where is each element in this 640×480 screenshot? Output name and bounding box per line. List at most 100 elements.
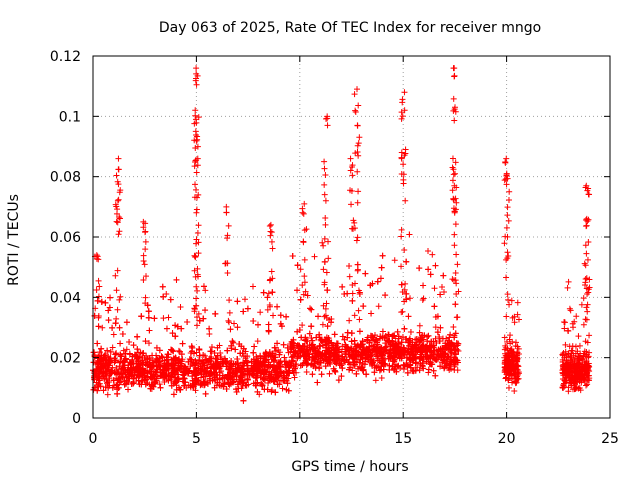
data-point: [167, 296, 174, 303]
data-point: [395, 340, 402, 347]
data-point: [396, 355, 403, 362]
data-point: [401, 325, 408, 332]
data-point: [352, 347, 359, 354]
data-point: [233, 389, 240, 396]
data-point: [159, 354, 166, 361]
data-point: [107, 370, 114, 377]
data-point: [451, 334, 458, 341]
data-point: [515, 345, 522, 352]
data-point: [123, 319, 130, 326]
data-point: [566, 343, 573, 350]
data-point: [257, 309, 264, 316]
data-point: [437, 291, 444, 298]
data-point: [208, 361, 215, 368]
data-point: [263, 369, 270, 376]
data-point: [319, 342, 326, 349]
data-point: [374, 278, 381, 285]
data-point: [218, 382, 225, 389]
data-point: [406, 337, 413, 344]
data-point: [104, 391, 111, 398]
data-point: [353, 351, 360, 358]
data-point: [101, 354, 108, 361]
data-point: [431, 303, 438, 310]
data-point: [316, 350, 323, 357]
data-point: [250, 363, 257, 370]
data-point: [321, 258, 328, 265]
data-point: [401, 351, 408, 358]
data-point: [188, 356, 195, 363]
data-point: [317, 336, 324, 343]
data-point: [185, 358, 192, 365]
data-point: [283, 313, 290, 320]
data-point: [399, 334, 406, 341]
data-point: [452, 359, 459, 366]
data-point: [133, 364, 140, 371]
data-point: [363, 347, 370, 354]
data-point: [184, 319, 191, 326]
data-point: [117, 359, 124, 366]
data-point: [177, 386, 184, 393]
data-point: [364, 334, 371, 341]
data-point: [428, 338, 435, 345]
data-point: [403, 360, 410, 367]
data-point: [346, 366, 353, 373]
data-point: [416, 322, 423, 329]
data-point: [125, 386, 132, 393]
data-point: [410, 368, 417, 375]
data-point: [286, 370, 293, 377]
data-point: [107, 294, 114, 301]
data-point: [254, 338, 261, 345]
data-point: [178, 360, 185, 367]
data-point: [298, 334, 305, 341]
data-point: [236, 378, 243, 385]
data-point: [98, 298, 105, 305]
data-point: [381, 334, 388, 341]
data-point: [172, 333, 179, 340]
data-point: [119, 373, 126, 380]
data-point: [331, 331, 338, 338]
data-point: [160, 293, 167, 300]
data-point: [100, 372, 107, 379]
data-point: [369, 280, 376, 287]
data-point: [348, 330, 355, 337]
data-point: [169, 373, 176, 380]
data-point: [362, 348, 369, 355]
data-point: [254, 379, 261, 386]
data-point: [306, 354, 313, 361]
data-point: [576, 342, 583, 349]
data-point: [392, 363, 399, 370]
data-point: [455, 347, 462, 354]
data-point: [123, 380, 130, 387]
data-point: [447, 354, 454, 361]
data-point: [339, 283, 346, 290]
data-point: [91, 374, 98, 381]
data-point: [117, 378, 124, 385]
data-point: [255, 321, 262, 328]
data-point: [190, 350, 197, 357]
data-point: [230, 378, 237, 385]
data-point: [269, 289, 276, 296]
data-point: [426, 342, 433, 349]
data-point: [185, 368, 192, 375]
data-point: [271, 344, 278, 351]
data-point: [297, 346, 304, 353]
data-point: [144, 373, 151, 380]
data-point: [241, 296, 248, 303]
data-point: [180, 372, 187, 379]
data-point: [202, 307, 209, 314]
data-point: [425, 266, 432, 273]
data-point: [509, 314, 516, 321]
data-point: [425, 354, 432, 361]
data-point: [505, 384, 512, 391]
data-point: [157, 358, 164, 365]
data-point: [285, 349, 292, 356]
data-point: [233, 372, 240, 379]
data-point: [170, 391, 177, 398]
data-point: [252, 360, 259, 367]
data-point: [240, 379, 247, 386]
data-point: [142, 338, 149, 345]
data-point: [145, 314, 152, 321]
data-point: [374, 344, 381, 351]
data-point: [290, 336, 297, 343]
data-point: [358, 349, 365, 356]
